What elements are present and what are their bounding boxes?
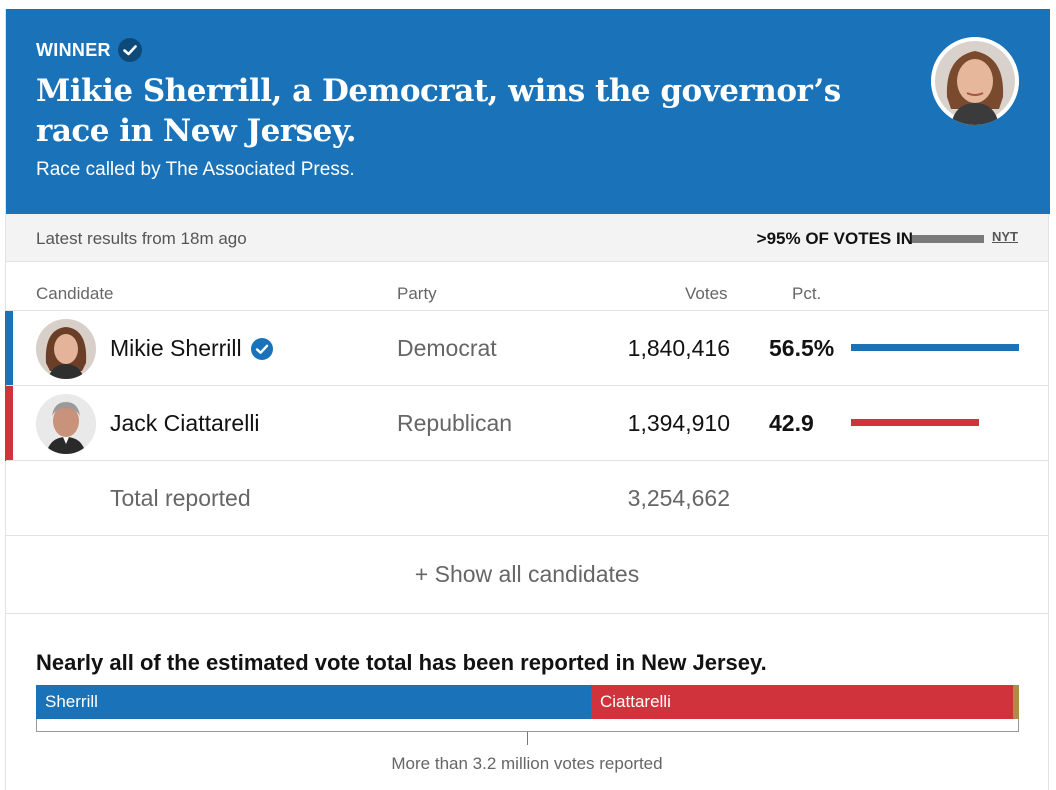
winner-photo xyxy=(931,37,1019,125)
race-called-note: Race called by The Associated Press. xyxy=(36,159,355,180)
estimate-segment-ciattarelli: Ciattarelli xyxy=(591,685,1013,719)
avatar xyxy=(36,394,96,454)
nyt-source-link[interactable]: NYT xyxy=(992,229,1018,244)
candidate-votes: 1,394,910 xyxy=(627,410,730,436)
column-header-pct: Pct. xyxy=(792,284,822,303)
avatar xyxy=(36,319,96,379)
candidate-party: Democrat xyxy=(397,335,497,361)
estimate-caption: More than 3.2 million votes reported xyxy=(391,754,663,773)
estimate-bar: Sherrill Ciattarelli xyxy=(36,685,1019,719)
pct-bar xyxy=(851,419,979,426)
column-header-votes: Votes xyxy=(685,284,728,303)
winner-check-icon xyxy=(250,337,273,360)
winner-banner: WINNER Mikie Sherrill, a Democrat, wins … xyxy=(6,9,1050,214)
column-header-candidate: Candidate xyxy=(36,284,114,303)
winner-row: WINNER xyxy=(36,38,142,62)
estimate-tick xyxy=(527,732,528,745)
candidate-name: Jack Ciattarelli xyxy=(110,410,260,436)
candidate-pct: 56.5% xyxy=(769,335,835,361)
candidate-name: Mikie Sherrill xyxy=(110,335,242,361)
winner-label: WINNER xyxy=(36,39,111,60)
column-header-party: Party xyxy=(397,284,437,303)
headline: Mikie Sherrill, a Democrat, wins the gov… xyxy=(36,73,841,149)
candidate-row-ciattarelli: Jack Ciattarelli Republican 1,394,910 42… xyxy=(5,385,1048,461)
total-row: Total reported 3,254,662 xyxy=(6,460,1048,536)
candidate-row-sherrill: Mikie Sherrill Democrat 1,840,416 56.5% xyxy=(5,310,1048,386)
results-card: WINNER Mikie Sherrill, a Democrat, wins … xyxy=(5,9,1050,790)
party-color-strip xyxy=(5,311,13,386)
total-label: Total reported xyxy=(110,485,251,511)
candidate-votes: 1,840,416 xyxy=(627,335,730,361)
estimate-bracket xyxy=(36,719,1019,732)
status-bar: Latest results from 18m ago >95% OF VOTE… xyxy=(6,214,1048,262)
estimate-segment-sherrill: Sherrill xyxy=(36,685,591,719)
votes-in-bar xyxy=(912,235,984,243)
pct-bar xyxy=(851,344,1019,351)
latest-results-time: Latest results from 18m ago xyxy=(36,229,247,248)
estimate-segment-other xyxy=(1013,685,1019,719)
show-all-candidates-button[interactable]: + Show all candidates xyxy=(6,535,1048,614)
party-color-strip xyxy=(5,386,13,461)
candidate-name-cell: Mikie Sherrill xyxy=(110,335,273,362)
estimate-title: Nearly all of the estimated vote total h… xyxy=(36,650,767,675)
check-badge-icon xyxy=(117,38,142,62)
candidate-pct: 42.9 xyxy=(769,410,814,436)
votes-in-label: >95% OF VOTES IN xyxy=(756,229,913,248)
candidate-party: Republican xyxy=(397,410,513,436)
candidate-name-cell: Jack Ciattarelli xyxy=(110,410,260,437)
total-votes: 3,254,662 xyxy=(627,485,730,511)
